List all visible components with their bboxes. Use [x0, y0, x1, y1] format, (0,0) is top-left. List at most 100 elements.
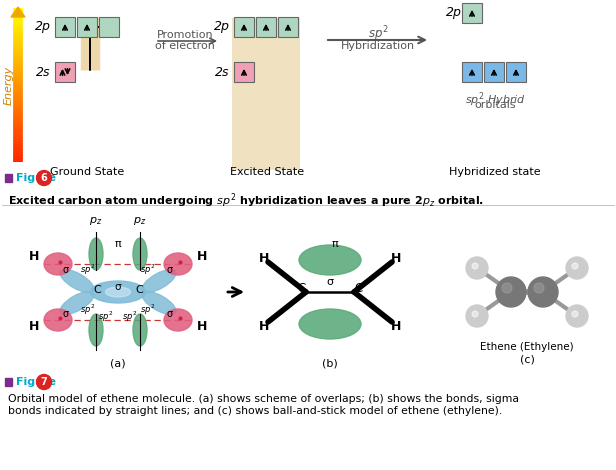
Text: $sp^2$: $sp^2$	[99, 310, 113, 324]
FancyBboxPatch shape	[232, 18, 300, 170]
Circle shape	[466, 305, 488, 327]
Ellipse shape	[60, 291, 94, 314]
Text: $sp^2$ Hybrid: $sp^2$ Hybrid	[464, 90, 525, 109]
Circle shape	[472, 311, 478, 317]
Ellipse shape	[44, 309, 72, 331]
Text: $p_z$: $p_z$	[133, 215, 147, 227]
FancyBboxPatch shape	[256, 17, 276, 37]
Text: H: H	[29, 251, 39, 264]
FancyBboxPatch shape	[77, 17, 97, 37]
Text: σ: σ	[63, 265, 69, 275]
Ellipse shape	[44, 253, 72, 275]
FancyBboxPatch shape	[234, 17, 254, 37]
Ellipse shape	[299, 309, 361, 339]
Circle shape	[566, 305, 588, 327]
Text: H: H	[197, 321, 207, 334]
Text: Orbital model of ethene molecule. (a) shows scheme of overlaps; (b) shows the bo: Orbital model of ethene molecule. (a) sh…	[8, 394, 519, 404]
Text: σ: σ	[63, 309, 69, 319]
Text: $sp^2$: $sp^2$	[123, 310, 137, 324]
Text: (b): (b)	[322, 359, 338, 369]
Text: (c): (c)	[519, 355, 535, 365]
Circle shape	[572, 263, 578, 269]
Text: orbitals: orbitals	[474, 100, 516, 110]
Ellipse shape	[133, 314, 147, 346]
Text: H: H	[391, 320, 401, 332]
Text: Ground State: Ground State	[50, 167, 124, 177]
Circle shape	[472, 263, 478, 269]
Text: H: H	[391, 251, 401, 265]
Circle shape	[466, 257, 488, 279]
Ellipse shape	[89, 238, 103, 270]
Text: C: C	[93, 285, 101, 295]
Text: bonds indicated by straight lines; and (c) shows ball-and-stick model of ethene : bonds indicated by straight lines; and (…	[8, 406, 502, 416]
Text: 2$p$: 2$p$	[445, 5, 462, 21]
FancyBboxPatch shape	[462, 62, 482, 82]
Circle shape	[572, 311, 578, 317]
Text: C: C	[354, 282, 362, 295]
FancyBboxPatch shape	[55, 17, 75, 37]
Circle shape	[496, 277, 526, 307]
Text: $p_z$: $p_z$	[89, 215, 103, 227]
Text: 6: 6	[41, 173, 47, 183]
Text: Excited carbon atom undergoing $sp^2$ hybridization leaves a pure 2$p_z$ orbital: Excited carbon atom undergoing $sp^2$ hy…	[8, 191, 484, 210]
Text: H: H	[197, 251, 207, 264]
Text: 2$p$: 2$p$	[34, 19, 51, 35]
FancyBboxPatch shape	[506, 62, 526, 82]
Text: H: H	[29, 321, 39, 334]
Circle shape	[528, 277, 558, 307]
Ellipse shape	[164, 309, 192, 331]
Ellipse shape	[164, 253, 192, 275]
Circle shape	[502, 283, 512, 293]
Text: Excited State: Excited State	[230, 167, 304, 177]
Ellipse shape	[133, 238, 147, 270]
Bar	[5, 378, 12, 386]
Text: Figure: Figure	[16, 377, 56, 387]
Text: H: H	[259, 320, 269, 332]
Text: Energy: Energy	[4, 65, 14, 105]
Ellipse shape	[60, 269, 94, 292]
Text: (a): (a)	[110, 359, 126, 369]
Text: $sp^2$: $sp^2$	[80, 303, 95, 317]
Text: σ: σ	[115, 282, 121, 292]
Text: 2$p$: 2$p$	[213, 19, 230, 35]
Text: $sp^2$: $sp^2$	[140, 303, 156, 317]
Circle shape	[534, 283, 544, 293]
Text: Hybridized state: Hybridized state	[449, 167, 541, 177]
Ellipse shape	[91, 281, 145, 303]
Text: σ: σ	[167, 309, 173, 319]
Text: Promotion: Promotion	[156, 30, 213, 40]
Text: 7: 7	[41, 377, 47, 387]
Text: 2$s$: 2$s$	[214, 65, 230, 78]
Text: $sp^2$: $sp^2$	[140, 263, 156, 277]
Circle shape	[566, 257, 588, 279]
FancyBboxPatch shape	[278, 17, 298, 37]
Bar	[5, 174, 12, 182]
FancyBboxPatch shape	[462, 3, 482, 23]
Ellipse shape	[105, 287, 131, 297]
Text: π: π	[115, 239, 121, 249]
Ellipse shape	[89, 314, 103, 346]
Polygon shape	[11, 7, 25, 17]
FancyBboxPatch shape	[55, 62, 75, 82]
Ellipse shape	[142, 291, 176, 314]
Text: of electron: of electron	[155, 41, 215, 51]
FancyBboxPatch shape	[234, 62, 254, 82]
FancyBboxPatch shape	[484, 62, 504, 82]
Ellipse shape	[299, 245, 361, 275]
Text: σ: σ	[326, 277, 333, 287]
Text: π: π	[331, 239, 338, 249]
Text: H: H	[259, 251, 269, 265]
FancyBboxPatch shape	[99, 17, 119, 37]
Text: 2$s$: 2$s$	[34, 65, 51, 78]
Text: $sp^2$: $sp^2$	[80, 263, 95, 277]
Text: Figure: Figure	[16, 173, 56, 183]
Circle shape	[36, 375, 52, 390]
Text: σ: σ	[167, 265, 173, 275]
Text: Hybridization: Hybridization	[341, 41, 415, 51]
Text: C: C	[298, 282, 306, 295]
Ellipse shape	[142, 269, 176, 292]
Text: C: C	[135, 285, 143, 295]
Text: Ethene (Ethylene): Ethene (Ethylene)	[480, 342, 574, 352]
Text: $sp^2$: $sp^2$	[368, 24, 388, 44]
Circle shape	[36, 171, 52, 186]
